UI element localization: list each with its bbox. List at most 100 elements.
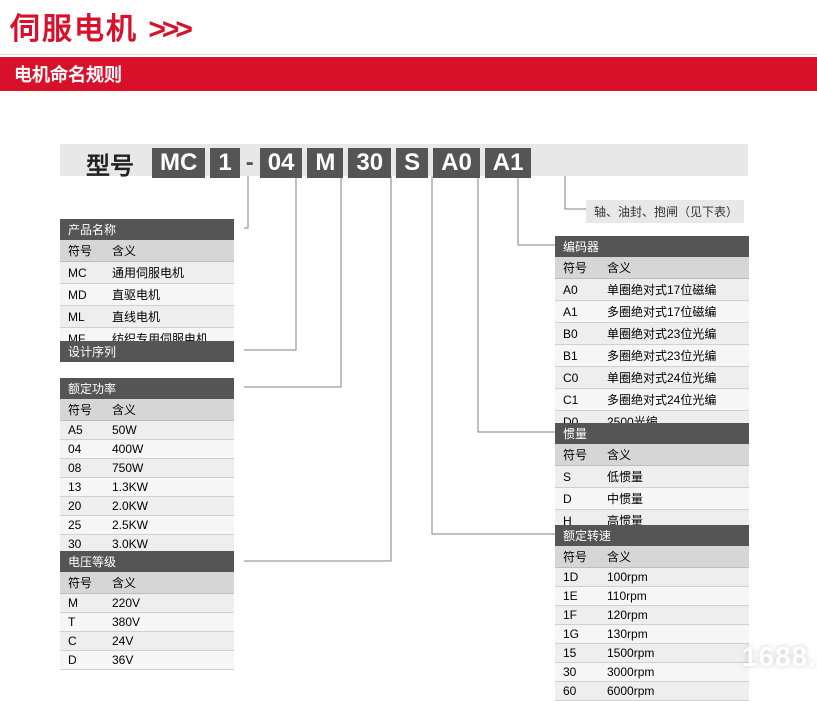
table-cell: MD bbox=[60, 284, 104, 306]
table-cell: 多圈绝对式17位磁编 bbox=[599, 301, 749, 323]
table-cell: 100rpm bbox=[599, 568, 749, 587]
table-cell: 50W bbox=[104, 421, 234, 440]
model-seg-A1: A1 bbox=[485, 148, 532, 178]
table-row: 131.3KW bbox=[60, 478, 234, 497]
model-seg-1: 1 bbox=[210, 148, 239, 178]
table-cell: 低惯量 bbox=[599, 466, 749, 488]
table-cell: 多圈绝对式23位光编 bbox=[599, 345, 749, 367]
table-cell: 直线电机 bbox=[104, 306, 234, 328]
table-cell: 单圈绝对式23位光编 bbox=[599, 323, 749, 345]
table-row: 08750W bbox=[60, 459, 234, 478]
note-box: 轴、油封、抱闸（见下表） bbox=[586, 200, 744, 223]
table-row: 04400W bbox=[60, 440, 234, 459]
table-cell: 多圈绝对式24位光编 bbox=[599, 389, 749, 411]
table-row: D36V bbox=[60, 651, 234, 670]
table-cell: 1.3KW bbox=[104, 478, 234, 497]
table-row: 606000rpm bbox=[555, 682, 749, 701]
table-cell: 3000rpm bbox=[599, 663, 749, 682]
page-title: 伺服电机 >>> bbox=[0, 0, 817, 48]
table-head-cell: 含义 bbox=[104, 399, 234, 421]
table-row: ML直线电机 bbox=[60, 306, 234, 328]
table-cell: 中惯量 bbox=[599, 488, 749, 510]
table-title: 电压等级 bbox=[60, 551, 234, 572]
table-cell: 单圈绝对式24位光编 bbox=[599, 367, 749, 389]
table-cell: 08 bbox=[60, 459, 104, 478]
table-cell: MC bbox=[60, 262, 104, 284]
table-head-cell: 符号 bbox=[60, 399, 104, 421]
title-text: 伺服电机 bbox=[10, 13, 138, 46]
table-inertia: 惯量符号含义S低惯量D中惯量H高惯量 bbox=[555, 423, 749, 532]
table-row: M220V bbox=[60, 594, 234, 613]
table-row: A1多圈绝对式17位磁编 bbox=[555, 301, 749, 323]
table-row: MC通用伺服电机 bbox=[60, 262, 234, 284]
table-cell: 04 bbox=[60, 440, 104, 459]
table-cell: A0 bbox=[555, 279, 599, 301]
model-seg-A0: A0 bbox=[433, 148, 480, 178]
table-cell: 1500rpm bbox=[599, 644, 749, 663]
table-cell: C0 bbox=[555, 367, 599, 389]
table-row: 303000rpm bbox=[555, 663, 749, 682]
table-cell: 单圈绝对式17位磁编 bbox=[599, 279, 749, 301]
table-title: 设计序列 bbox=[60, 341, 234, 362]
table-cell: T bbox=[60, 613, 104, 632]
table-cell: 25 bbox=[60, 516, 104, 535]
table-cell: 30 bbox=[555, 663, 599, 682]
section-title: 电机命名规则 bbox=[0, 57, 817, 91]
table-head-cell: 符号 bbox=[555, 546, 599, 568]
table-row: 1F120rpm bbox=[555, 606, 749, 625]
table-cell: 1E bbox=[555, 587, 599, 606]
table-row: 252.5KW bbox=[60, 516, 234, 535]
model-dash: - bbox=[245, 148, 255, 178]
table-head-cell: 含义 bbox=[104, 572, 234, 594]
table-head-cell: 含义 bbox=[599, 546, 749, 568]
table-cell: B0 bbox=[555, 323, 599, 345]
table-cell: 15 bbox=[555, 644, 599, 663]
table-row: S低惯量 bbox=[555, 466, 749, 488]
table-row: 1D100rpm bbox=[555, 568, 749, 587]
table-row: C24V bbox=[60, 632, 234, 651]
table-cell: 直驱电机 bbox=[104, 284, 234, 306]
table-cell: 6000rpm bbox=[599, 682, 749, 701]
model-seg-30: 30 bbox=[348, 148, 391, 178]
table-head-cell: 含义 bbox=[599, 444, 749, 466]
table-title: 额定转速 bbox=[555, 525, 749, 546]
table-cell: C1 bbox=[555, 389, 599, 411]
model-seg-S: S bbox=[396, 148, 428, 178]
table-cell: 60 bbox=[555, 682, 599, 701]
table-cell: 120rpm bbox=[599, 606, 749, 625]
model-code: MC1-04M30SA0A1 bbox=[152, 148, 531, 178]
table-cell: B1 bbox=[555, 345, 599, 367]
table-row: A550W bbox=[60, 421, 234, 440]
table-row: B0单圈绝对式23位光编 bbox=[555, 323, 749, 345]
table-row: 1E110rpm bbox=[555, 587, 749, 606]
table-voltage: 电压等级符号含义M220VT380VC24VD36V bbox=[60, 551, 234, 670]
table-row: T380V bbox=[60, 613, 234, 632]
table-cell: 通用伺服电机 bbox=[104, 262, 234, 284]
table-row: MD直驱电机 bbox=[60, 284, 234, 306]
table-cell: 2.0KW bbox=[104, 497, 234, 516]
table-head-cell: 符号 bbox=[60, 240, 104, 262]
table-row: C0单圈绝对式24位光编 bbox=[555, 367, 749, 389]
table-title: 编码器 bbox=[555, 236, 749, 257]
table-row: 1G130rpm bbox=[555, 625, 749, 644]
table-cell: 110rpm bbox=[599, 587, 749, 606]
table-cell: 130rpm bbox=[599, 625, 749, 644]
table-cell: 1F bbox=[555, 606, 599, 625]
table-title: 产品名称 bbox=[60, 219, 234, 240]
table-cell: M bbox=[60, 594, 104, 613]
watermark: 1688. bbox=[742, 641, 817, 673]
table-head-cell: 含义 bbox=[599, 257, 749, 279]
table-row: A0单圈绝对式17位磁编 bbox=[555, 279, 749, 301]
table-row: B1多圈绝对式23位光编 bbox=[555, 345, 749, 367]
table-row: C1多圈绝对式24位光编 bbox=[555, 389, 749, 411]
table-cell: S bbox=[555, 466, 599, 488]
table-cell: D bbox=[555, 488, 599, 510]
table-cell: 1D bbox=[555, 568, 599, 587]
table-cell: 1G bbox=[555, 625, 599, 644]
table-cell: 750W bbox=[104, 459, 234, 478]
table-cell: 13 bbox=[60, 478, 104, 497]
table-head-cell: 符号 bbox=[60, 572, 104, 594]
table-head-cell: 含义 bbox=[104, 240, 234, 262]
table-title: 额定功率 bbox=[60, 378, 234, 399]
table-cell: ML bbox=[60, 306, 104, 328]
